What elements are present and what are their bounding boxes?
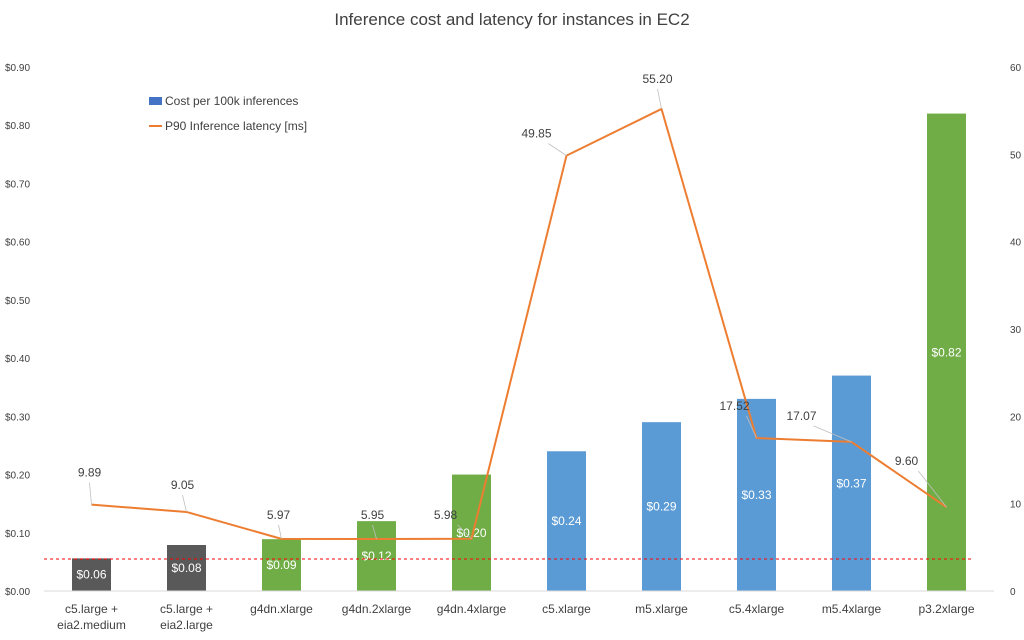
- right-tick-label: 30: [1010, 325, 1022, 336]
- category-label: g4dn.2xlarge: [342, 602, 412, 616]
- left-tick-label: $0.10: [5, 529, 30, 540]
- data-label-leader: [918, 470, 947, 508]
- right-tick-label: 60: [1010, 63, 1022, 74]
- bar-data-label: $0.09: [266, 558, 296, 572]
- bar: [547, 451, 586, 591]
- category-label: eia2.large: [160, 618, 213, 632]
- legend-bar-swatch: [149, 97, 162, 105]
- right-tick-label: 20: [1010, 412, 1022, 423]
- right-tick-label: 50: [1010, 150, 1022, 161]
- bar-data-label: $0.12: [361, 549, 391, 563]
- bar-data-label: $0.06: [76, 568, 106, 582]
- bar-data-label: $0.82: [931, 345, 961, 359]
- right-tick-label: 0: [1010, 587, 1016, 598]
- left-tick-label: $0.40: [5, 354, 30, 365]
- bar: [357, 521, 396, 591]
- bar-series: $0.06 $0.08 $0.09 $0.12 $0.20 $0.24 $0.29 $0.33…: [44, 113, 994, 592]
- data-label-leader: [89, 482, 92, 505]
- category-label: g4dn.4xlarge: [437, 602, 507, 616]
- left-tick-label: $0.20: [5, 471, 30, 482]
- category-label: m5.4xlarge: [822, 602, 882, 616]
- legend-bar-label: Cost per 100k inferences: [165, 94, 298, 108]
- data-label-leader: [278, 524, 282, 539]
- right-axis: 0 10 20 30 40 50 60: [1010, 63, 1022, 598]
- data-label-leader: [657, 88, 662, 109]
- category-label: p3.2xlarge: [918, 602, 974, 616]
- data-label-leader: [813, 425, 852, 443]
- bar: [832, 375, 871, 591]
- line-data-label: 9.60: [895, 454, 919, 468]
- left-tick-label: $0.50: [5, 296, 30, 307]
- bar-data-label: $0.37: [836, 476, 866, 490]
- legend-line-label: P90 Inference latency [ms]: [165, 119, 307, 133]
- right-tick-label: 40: [1010, 238, 1022, 249]
- data-label-leader: [457, 524, 472, 540]
- data-label-leader: [182, 494, 187, 513]
- line-series: 9.89 9.05 5.97 5.95 5.98 49.85 55.20 17.52 17.07…: [78, 72, 948, 541]
- bar-data-label: $0.24: [551, 514, 581, 528]
- line-data-label: 5.95: [361, 508, 385, 522]
- data-label-leader: [746, 415, 757, 439]
- left-tick-label: $0.60: [5, 238, 30, 249]
- latency-line: [91, 107, 948, 541]
- left-axis: $0.00 $0.10 $0.20 $0.30 $0.40 $0.50 $0.60 $0.70…: [5, 63, 30, 598]
- category-label: c5.xlarge: [542, 602, 591, 616]
- bar-data-label: $0.20: [456, 526, 486, 540]
- bar-data-label: $0.29: [646, 500, 676, 514]
- left-tick-label: $0.80: [5, 121, 30, 132]
- category-label: c5.large +: [65, 602, 118, 616]
- bar-data-label: $0.08: [171, 561, 201, 575]
- bar: [262, 539, 301, 591]
- line-data-label: 9.89: [78, 466, 102, 480]
- data-label-leader: [372, 524, 377, 540]
- bar: [927, 113, 966, 592]
- data-label-leader: [548, 143, 567, 156]
- legend: Cost per 100k inferences P90 Inference l…: [149, 94, 307, 133]
- category-axis: c5.large + eia2.medium c5.large + eia2.larg…: [57, 602, 975, 632]
- line-data-label: 55.20: [642, 72, 672, 86]
- line-data-label: 17.52: [719, 399, 749, 413]
- left-tick-label: $0.30: [5, 412, 30, 423]
- line-data-label: 9.05: [171, 478, 195, 492]
- chart-title: Inference cost and latency for instances…: [334, 10, 689, 29]
- bar: [452, 474, 491, 591]
- category-label: c5.large +: [160, 602, 213, 616]
- left-tick-label: $0.70: [5, 179, 30, 190]
- line-data-label: 5.97: [267, 508, 291, 522]
- right-tick-label: 10: [1010, 500, 1022, 511]
- category-label: c5.4xlarge: [729, 602, 785, 616]
- bar: [642, 422, 681, 591]
- left-tick-label: $0.00: [5, 587, 30, 598]
- category-label: eia2.medium: [57, 618, 126, 632]
- line-data-label: 5.98: [434, 508, 458, 522]
- line-data-label: 49.85: [521, 127, 551, 141]
- bar: [167, 545, 206, 591]
- category-label: m5.xlarge: [635, 602, 688, 616]
- bar: [737, 398, 776, 591]
- line-data-label: 17.07: [786, 409, 816, 423]
- bar-data-label: $0.33: [741, 488, 771, 502]
- bar: [72, 558, 111, 591]
- left-tick-label: $0.90: [5, 63, 30, 74]
- category-label: g4dn.xlarge: [250, 602, 313, 616]
